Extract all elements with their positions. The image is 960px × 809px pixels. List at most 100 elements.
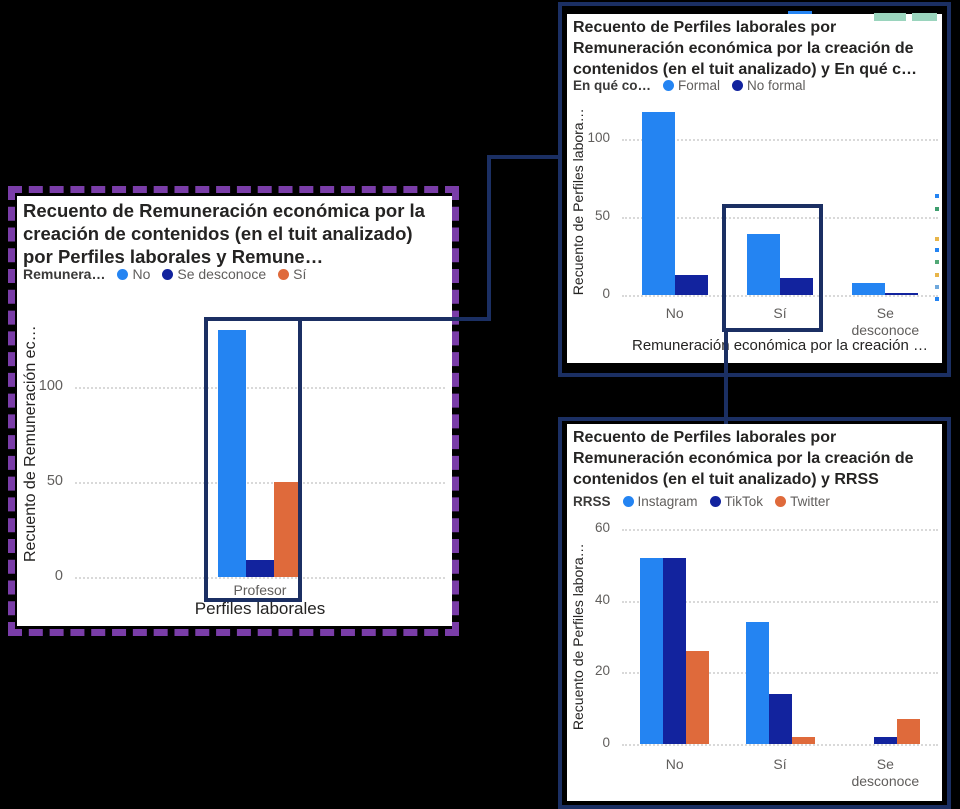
connector-line	[724, 331, 728, 424]
legend-label: Formal	[678, 78, 721, 93]
cropped-artifact	[935, 248, 939, 252]
y-tick-label: 50	[46, 473, 63, 489]
navy-frame-bottom-right: Recuento de Perfiles laborales por Remun…	[558, 417, 951, 809]
gridline	[622, 744, 938, 746]
legend-dot	[709, 496, 721, 507]
bar-no-formal[interactable]	[641, 112, 675, 295]
legend-label: Instagram	[637, 494, 698, 509]
bar-profesor-sí[interactable]	[274, 482, 302, 577]
legend-item-twitter[interactable]: Twitter	[775, 494, 830, 509]
bar-se-desconoce-no-formal[interactable]	[885, 293, 919, 295]
category-label: Sí	[773, 305, 787, 321]
bar-profesor-no[interactable]	[218, 330, 246, 577]
bar-no-tiktok[interactable]	[663, 557, 687, 744]
legend-item-no-formal[interactable]: No formal	[732, 78, 806, 93]
y-tick-label: 0	[54, 568, 63, 584]
chart-card-perfiles-formal: Recuento de Perfiles laborales por Remun…	[567, 14, 942, 363]
bar-se-desconoce-tiktok[interactable]	[873, 736, 897, 744]
chart-title: Recuento de Remuneración económica por l…	[23, 200, 425, 267]
bar-no-twitter[interactable]	[686, 650, 710, 744]
connector-line	[487, 155, 491, 321]
gridline	[622, 528, 938, 531]
bar-no-no-formal[interactable]	[674, 274, 708, 295]
legend-dot	[663, 80, 675, 91]
bar-sí-instagram[interactable]	[745, 622, 769, 744]
legend-item-formal[interactable]: Formal	[663, 78, 720, 93]
gridline	[75, 387, 445, 389]
gridline	[622, 139, 938, 141]
chart-card-remuneracion: Recuento de Remuneración económica por l…	[17, 196, 452, 626]
y-tick-label: 50	[594, 208, 610, 223]
bar-sí-no-formal[interactable]	[780, 277, 813, 295]
y-tick-label: 100	[587, 130, 610, 145]
legend-dot	[162, 268, 174, 280]
connector-line	[487, 155, 562, 159]
cropped-artifact	[935, 273, 939, 277]
category-label: No	[665, 305, 684, 321]
x-axis-title: Perfiles laborales	[194, 599, 326, 618]
legend-item-se-desconoce[interactable]: Se desconoce	[162, 266, 266, 282]
x-axis-title: Remuneración económica por la creación …	[632, 337, 928, 354]
cropped-artifact	[935, 207, 939, 211]
legend-item-sí[interactable]: Sí	[278, 266, 306, 282]
chart-card-perfiles-rrss: Recuento de Perfiles laborales por Remun…	[567, 424, 942, 801]
cropped-artifact	[935, 260, 939, 264]
bar-sí-tiktok[interactable]	[768, 693, 792, 744]
gridline	[622, 217, 938, 219]
legend-title: Remunera…	[23, 266, 106, 282]
legend: Remunera… No Se desconoce Sí	[23, 266, 306, 282]
legend-items: Formal No formal	[663, 78, 806, 93]
cropped-artifact	[874, 13, 906, 21]
legend-item-instagram[interactable]: Instagram	[622, 494, 698, 509]
y-tick-label: 40	[594, 591, 610, 607]
legend-title: RRSS	[573, 494, 611, 509]
legend-label: Sí	[293, 266, 307, 282]
legend-label: No formal	[747, 78, 806, 93]
legend-label: Se desconoce	[177, 266, 267, 282]
category-label: Profesor	[233, 582, 287, 598]
legend-label: No	[132, 266, 151, 282]
category-label: No	[665, 756, 684, 772]
cropped-artifact	[935, 297, 939, 301]
bar-se-desconoce-twitter[interactable]	[896, 718, 920, 744]
category-label: Se desconoce	[851, 305, 920, 338]
cropped-artifact	[912, 13, 937, 21]
legend-label: TikTok	[724, 494, 764, 509]
gridline	[75, 577, 445, 579]
bar-profesor-se-desconoce[interactable]	[246, 559, 274, 577]
chart-title: Recuento de Perfiles laborales por Remun…	[573, 429, 914, 488]
plot-area: 0 50 100 No Sí Se desconoce	[567, 14, 942, 363]
legend-items: Instagram TikTok Twitter	[622, 494, 830, 509]
navy-frame-top-right: Recuento de Perfiles laborales por Remun…	[558, 2, 951, 377]
bar-sí-twitter[interactable]	[791, 736, 815, 744]
legend-dot	[732, 80, 744, 91]
selection-box-si	[722, 204, 823, 332]
legend-dot	[117, 268, 129, 280]
gridline	[622, 600, 938, 603]
cropped-artifact	[935, 285, 939, 289]
connector-line	[298, 317, 491, 321]
category-label: Sí	[773, 756, 787, 772]
gridline	[622, 295, 938, 297]
gridline	[622, 672, 938, 675]
bar-sí-formal[interactable]	[747, 234, 780, 295]
legend-dot	[622, 496, 634, 507]
chart-title: Recuento de Perfiles laborales por Remun…	[573, 19, 918, 78]
legend: RRSS Instagram TikTok Twitter	[573, 494, 830, 509]
gridline	[75, 482, 445, 484]
legend-items: No Se desconoce Sí	[117, 266, 306, 282]
purple-dashed-highlight-frame: Recuento de Remuneración económica por l…	[8, 186, 459, 636]
legend-title: En qué co…	[573, 78, 652, 93]
cropped-artifact	[935, 237, 939, 241]
cropped-artifact	[788, 11, 812, 14]
legend: En qué co… Formal No formal	[573, 78, 806, 93]
category-label: Se desconoce	[851, 756, 920, 789]
plot-area: 0 20 40 60 No Sí Se desconoce	[567, 424, 942, 801]
bar-no-instagram[interactable]	[640, 557, 664, 744]
bar-se-desconoce-formal[interactable]	[852, 282, 886, 295]
legend-item-tiktok[interactable]: TikTok	[709, 494, 764, 509]
plot-area: 0 50 100 Profesor	[17, 196, 452, 626]
legend-item-no[interactable]: No	[117, 266, 150, 282]
cropped-artifact	[935, 194, 939, 198]
